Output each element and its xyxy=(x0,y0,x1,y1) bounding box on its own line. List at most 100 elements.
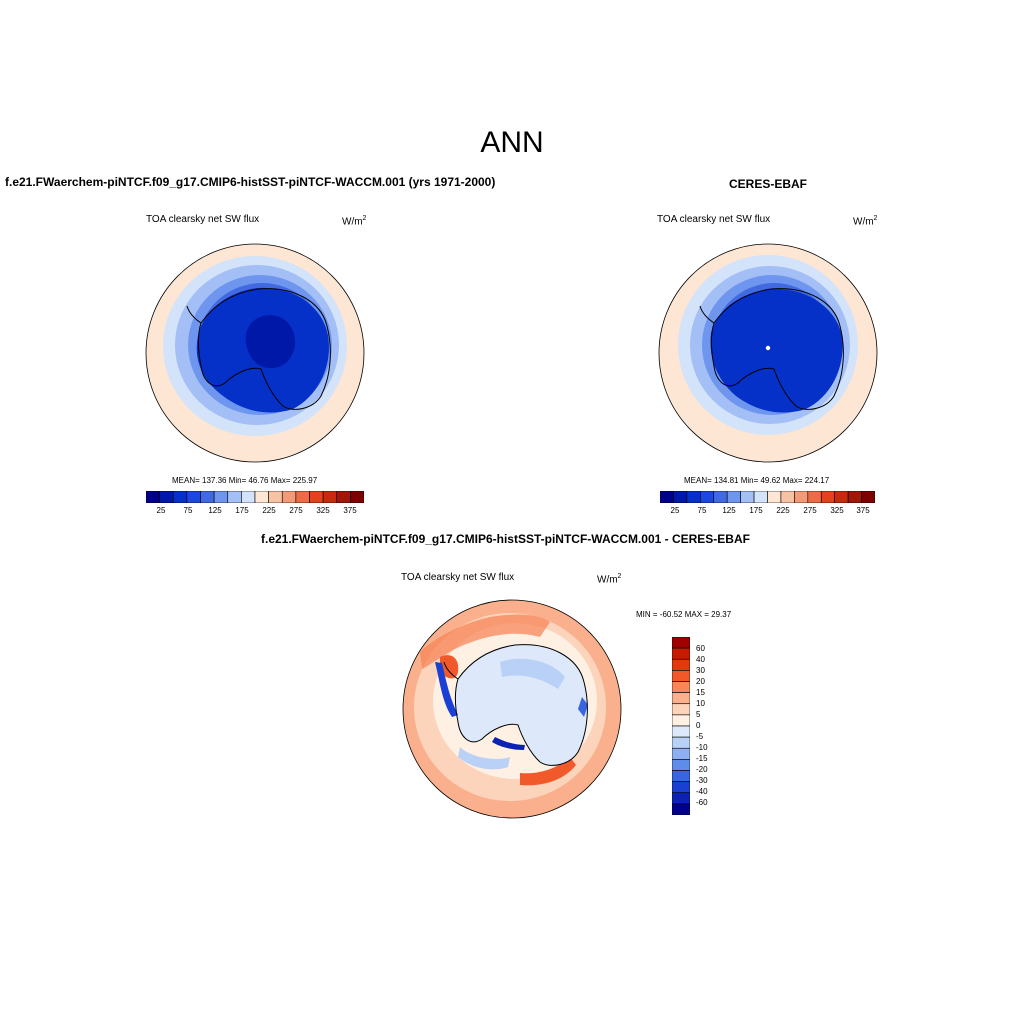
diff-cb-tick: -40 xyxy=(696,787,708,796)
diff-cb-tick: 0 xyxy=(696,721,701,730)
diff-cb-tick: -5 xyxy=(696,732,704,741)
colorbar-swatch xyxy=(186,491,201,503)
colorbar-swatch xyxy=(861,491,875,503)
colorbar-swatch xyxy=(254,491,269,503)
colorbar-swatch xyxy=(295,491,310,503)
colorbar-swatch xyxy=(672,736,690,749)
colorbar-swatch xyxy=(672,781,690,794)
obs-units-label: W/m2 xyxy=(853,215,878,228)
colorbar-swatch xyxy=(673,491,688,503)
colorbar-swatch xyxy=(672,725,690,738)
model-cb-tick: 75 xyxy=(183,506,193,515)
colorbar-swatch xyxy=(672,692,690,705)
colorbar-swatch xyxy=(336,491,351,503)
colorbar-swatch xyxy=(172,491,188,503)
colorbar-swatch xyxy=(322,491,338,503)
diff-colorbar xyxy=(672,637,690,815)
diff-cb-tick: -60 xyxy=(696,798,708,807)
colorbar-swatch xyxy=(672,658,690,671)
diff-cb-tick: 20 xyxy=(696,677,705,686)
colorbar-swatch xyxy=(834,491,849,503)
colorbar-swatch xyxy=(672,759,690,771)
diff-cb-tick: 5 xyxy=(696,710,701,719)
colorbar-swatch xyxy=(672,714,690,727)
diff-units-label: W/m2 xyxy=(597,573,622,586)
model-polar-map xyxy=(145,243,365,463)
diff-cb-tick: 40 xyxy=(696,655,705,664)
obs-cb-tick: 325 xyxy=(830,506,844,515)
obs-colorbar xyxy=(660,491,875,503)
model-cb-tick: 225 xyxy=(262,506,276,515)
page-title: ANN xyxy=(480,126,544,159)
colorbar-swatch xyxy=(767,491,782,503)
model-cb-tick: 375 xyxy=(343,506,357,515)
colorbar-swatch xyxy=(309,491,324,503)
obs-cb-tick: 375 xyxy=(856,506,870,515)
colorbar-swatch xyxy=(740,491,755,503)
model-colorbar xyxy=(146,491,364,503)
model-cb-tick: 175 xyxy=(235,506,249,515)
model-cb-tick: 25 xyxy=(156,506,166,515)
colorbar-swatch xyxy=(780,491,795,503)
colorbar-swatch xyxy=(713,491,728,503)
model-cb-tick: 325 xyxy=(316,506,330,515)
colorbar-swatch xyxy=(820,491,835,503)
colorbar-swatch xyxy=(847,491,862,503)
colorbar-swatch xyxy=(213,491,229,503)
colorbar-swatch xyxy=(660,491,674,503)
colorbar-swatch xyxy=(753,491,768,503)
model-variable-label: TOA clearsky net SW flux xyxy=(146,214,260,225)
colorbar-swatch xyxy=(700,491,715,503)
colorbar-swatch xyxy=(281,491,297,503)
colorbar-swatch xyxy=(672,770,690,782)
colorbar-swatch xyxy=(672,747,690,760)
colorbar-swatch xyxy=(672,792,690,805)
model-panel-title: f.e21.FWaerchem-piNTCF.f09_g17.CMIP6-his… xyxy=(5,175,496,189)
model-colorbar-ticks: 25 75 125 175 225 275 325 375 xyxy=(146,506,364,518)
diff-panel-title: f.e21.FWaerchem-piNTCF.f09_g17.CMIP6-his… xyxy=(261,532,750,546)
colorbar-swatch xyxy=(241,491,256,503)
diff-colorbar-ticks: 60 40 30 20 15 10 5 0 -5 -10 -15 -20 -30… xyxy=(696,637,736,815)
colorbar-swatch xyxy=(146,491,160,503)
model-units-label: W/m2 xyxy=(342,215,367,228)
diff-cb-tick: -10 xyxy=(696,743,708,752)
obs-cb-tick: 225 xyxy=(776,506,790,515)
model-stats-label: MEAN= 137.36 Min= 46.76 Max= 225.97 xyxy=(172,476,318,485)
colorbar-swatch xyxy=(159,491,174,503)
obs-cb-tick: 75 xyxy=(697,506,707,515)
obs-stats-label: MEAN= 134.81 Min= 49.62 Max= 224.17 xyxy=(684,476,830,485)
colorbar-swatch xyxy=(672,647,690,660)
model-cb-tick: 275 xyxy=(289,506,303,515)
diff-polar-map xyxy=(402,599,622,819)
diff-cb-tick: -30 xyxy=(696,776,708,785)
colorbar-swatch xyxy=(672,637,690,649)
obs-cb-tick: 125 xyxy=(722,506,736,515)
diff-cb-tick: 15 xyxy=(696,688,705,697)
obs-variable-label: TOA clearsky net SW flux xyxy=(657,214,771,225)
colorbar-swatch xyxy=(200,491,215,503)
model-cb-tick: 125 xyxy=(208,506,222,515)
obs-cb-tick: 25 xyxy=(670,506,680,515)
colorbar-swatch xyxy=(672,803,690,815)
colorbar-swatch xyxy=(350,491,364,503)
colorbar-swatch xyxy=(807,491,822,503)
colorbar-swatch xyxy=(672,670,690,682)
colorbar-swatch xyxy=(227,491,242,503)
obs-panel-title: CERES-EBAF xyxy=(729,177,808,191)
colorbar-swatch xyxy=(672,681,690,693)
obs-colorbar-ticks: 25 75 125 175 225 275 325 375 xyxy=(660,506,875,518)
diff-cb-tick: 60 xyxy=(696,644,705,653)
colorbar-swatch xyxy=(268,491,283,503)
diff-cb-tick: 30 xyxy=(696,666,705,675)
colorbar-swatch xyxy=(794,491,809,503)
diff-cb-tick: 10 xyxy=(696,699,705,708)
obs-polar-map xyxy=(658,243,878,463)
diff-cb-tick: -15 xyxy=(696,754,708,763)
diff-cb-tick: -20 xyxy=(696,765,708,774)
obs-cb-tick: 275 xyxy=(803,506,817,515)
colorbar-swatch xyxy=(672,703,690,716)
colorbar-swatch xyxy=(686,491,701,503)
diff-stats-label: MIN = -60.52 MAX = 29.37 xyxy=(636,610,732,619)
colorbar-swatch xyxy=(726,491,741,503)
obs-cb-tick: 175 xyxy=(749,506,763,515)
